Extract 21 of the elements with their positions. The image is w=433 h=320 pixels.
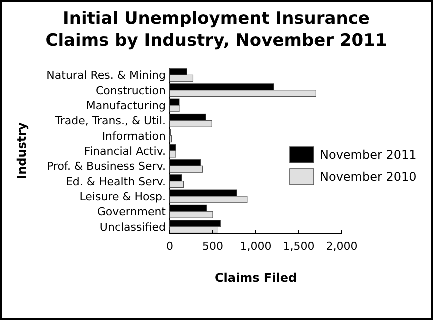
y-tick-label: Manufacturing	[86, 100, 166, 113]
y-tick-label: Ed. & Health Serv.	[66, 175, 166, 188]
x-tick-label: 2,000	[326, 240, 358, 253]
y-tick-label: Information	[102, 130, 166, 143]
y-tick-label: Natural Res. & Mining	[46, 69, 166, 82]
x-tick-label: 1,000	[240, 240, 272, 253]
chart-title: Initial Unemployment Insurance Claims by Industry, November 2011	[46, 9, 388, 51]
y-tick-label: Construction	[96, 84, 166, 98]
x-tick-label: 0	[166, 240, 174, 253]
x-axis-title: Claims Filed	[214, 271, 298, 285]
y-tick-label: Trade, Trans., & Util.	[54, 114, 166, 128]
y-tick-label: Prof. & Business Serv.	[46, 160, 166, 174]
x-tick-label: 1,500	[283, 240, 315, 253]
x-tick-label: 500	[202, 240, 224, 253]
y-tick-label: Financial Activ.	[84, 145, 166, 158]
legend-label: November 2010	[320, 170, 417, 184]
legend-label: November 2011	[320, 148, 417, 162]
y-tick-label: Unclassified	[100, 220, 166, 234]
y-axis-title: Industry	[15, 122, 29, 180]
y-tick-label: Government	[97, 206, 167, 219]
y-tick-label: Leisure & Hosp.	[80, 190, 166, 204]
